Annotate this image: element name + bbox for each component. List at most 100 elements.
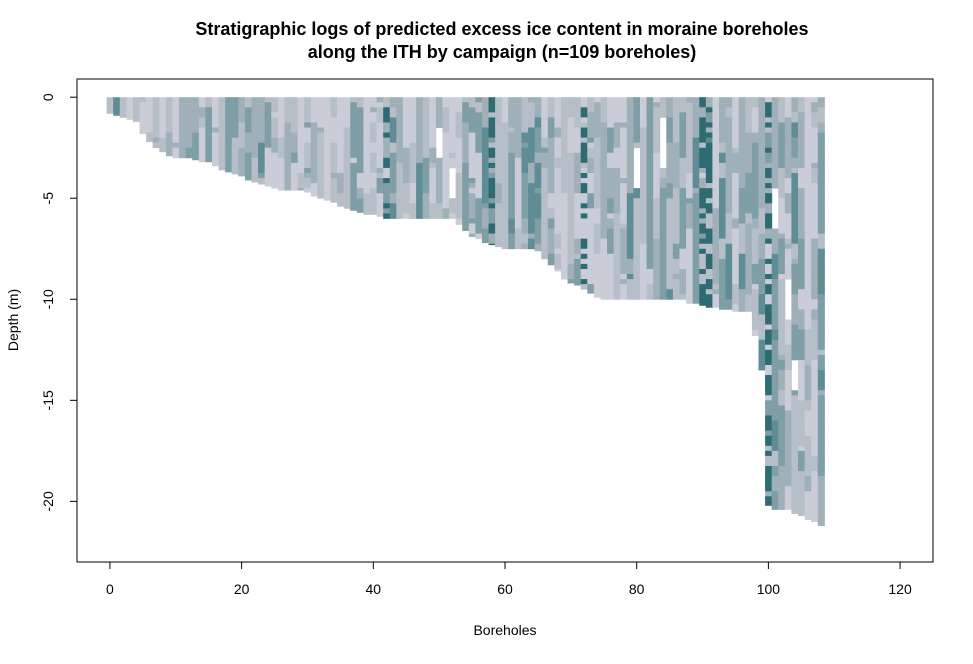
ice-content-cell xyxy=(791,324,799,330)
ice-content-cell xyxy=(350,193,358,199)
ice-content-cell xyxy=(488,218,496,224)
ice-content-cell xyxy=(607,258,615,265)
ice-content-cell xyxy=(277,122,285,128)
ice-content-cell xyxy=(264,183,272,187)
ice-content-cell xyxy=(139,117,147,123)
ice-content-cell xyxy=(692,268,700,275)
ice-content-cell xyxy=(475,117,483,123)
ice-content-cell xyxy=(778,370,786,376)
ice-content-cell xyxy=(600,213,608,219)
ice-content-cell xyxy=(514,213,522,219)
ice-content-cell xyxy=(607,122,615,128)
ice-content-cell xyxy=(271,97,279,103)
ice-content-cell xyxy=(462,183,470,189)
ice-content-cell xyxy=(613,142,621,149)
ice-content-cell xyxy=(422,213,430,219)
ice-content-cell xyxy=(653,178,661,184)
ice-content-cell xyxy=(284,142,292,149)
ice-content-cell xyxy=(666,263,674,270)
ice-content-cell xyxy=(488,157,496,164)
ice-content-cell xyxy=(811,218,819,224)
ice-content-cell xyxy=(455,208,463,214)
ice-content-cell xyxy=(291,137,299,144)
ice-content-cell xyxy=(751,112,759,118)
ice-content-cell xyxy=(370,198,378,204)
ice-content-cell xyxy=(639,107,648,113)
ice-content-cell xyxy=(613,274,621,280)
ice-content-cell xyxy=(231,117,239,123)
ice-content-cell xyxy=(297,183,305,189)
ice-content-cell xyxy=(508,152,516,159)
ice-content-cell xyxy=(468,147,476,154)
ice-content-cell xyxy=(218,112,226,118)
ice-content-cell xyxy=(159,127,167,133)
ice-content-cell xyxy=(771,127,779,133)
ice-content-cell xyxy=(705,243,713,250)
ice-content-cell xyxy=(699,218,707,224)
ice-content-cell xyxy=(271,147,279,154)
ice-content-cell xyxy=(798,445,806,452)
ice-content-cell xyxy=(712,102,720,108)
ice-content-cell xyxy=(778,233,786,240)
ice-content-cell xyxy=(725,137,733,144)
ice-content-cell xyxy=(238,137,246,144)
ice-content-cell xyxy=(534,157,542,164)
ice-content-cell xyxy=(778,344,786,351)
ice-content-cell xyxy=(712,193,720,199)
ice-content-cell xyxy=(495,142,503,149)
ice-content-cell xyxy=(771,380,779,386)
ice-content-cell xyxy=(554,213,562,219)
ice-content-cell xyxy=(659,107,667,113)
ice-content-cell xyxy=(330,193,338,199)
ice-content-cell xyxy=(765,233,773,240)
ice-content-cell xyxy=(646,263,654,270)
ice-content-cell xyxy=(198,152,206,159)
ice-content-cell xyxy=(593,213,601,219)
ice-content-cell xyxy=(778,248,786,255)
ice-content-cell xyxy=(811,102,819,108)
ice-content-cell xyxy=(304,152,312,159)
ice-content-cell xyxy=(639,243,648,250)
ice-content-cell xyxy=(284,172,292,179)
ice-content-cell xyxy=(686,167,694,174)
ice-content-cell xyxy=(798,466,806,472)
ice-content-cell xyxy=(350,208,358,211)
ice-content-cell xyxy=(725,107,733,113)
ice-content-cell xyxy=(679,157,687,164)
ice-content-cell xyxy=(185,152,193,159)
ice-content-cell xyxy=(751,213,759,219)
ice-content-cell xyxy=(435,102,443,108)
ice-content-cell xyxy=(534,97,542,103)
ice-content-cell xyxy=(626,223,634,229)
ice-content-cell xyxy=(218,122,226,128)
ice-content-cell xyxy=(185,112,193,118)
ice-content-cell xyxy=(653,97,661,103)
ice-content-cell xyxy=(705,208,713,214)
ice-content-cell xyxy=(765,390,773,396)
ice-content-cell xyxy=(771,481,779,487)
ice-content-cell xyxy=(738,304,746,310)
ice-content-cell xyxy=(389,117,397,123)
ice-content-cell xyxy=(765,304,773,310)
ice-content-cell xyxy=(817,213,825,219)
ice-content-cell xyxy=(699,122,707,128)
ice-content-cell xyxy=(804,122,812,128)
ice-content-cell xyxy=(784,107,792,113)
ice-content-cell xyxy=(639,208,648,214)
ice-content-cell xyxy=(271,162,279,169)
ice-content-cell xyxy=(244,147,252,154)
ice-content-cell xyxy=(521,178,529,184)
ice-content-cell xyxy=(791,455,799,462)
ice-content-cell xyxy=(139,127,147,133)
ice-content-cell xyxy=(607,102,615,108)
ice-content-cell xyxy=(409,117,417,123)
ice-content-cell xyxy=(738,198,746,204)
ice-content-cell xyxy=(699,223,707,229)
ice-content-cell xyxy=(817,198,825,204)
ice-content-cell xyxy=(817,127,825,133)
ice-content-cell xyxy=(567,97,575,103)
ice-content-cell xyxy=(778,117,786,123)
ice-content-cell xyxy=(389,127,397,133)
ice-content-cell xyxy=(580,213,588,219)
ice-content-cell xyxy=(310,193,318,197)
